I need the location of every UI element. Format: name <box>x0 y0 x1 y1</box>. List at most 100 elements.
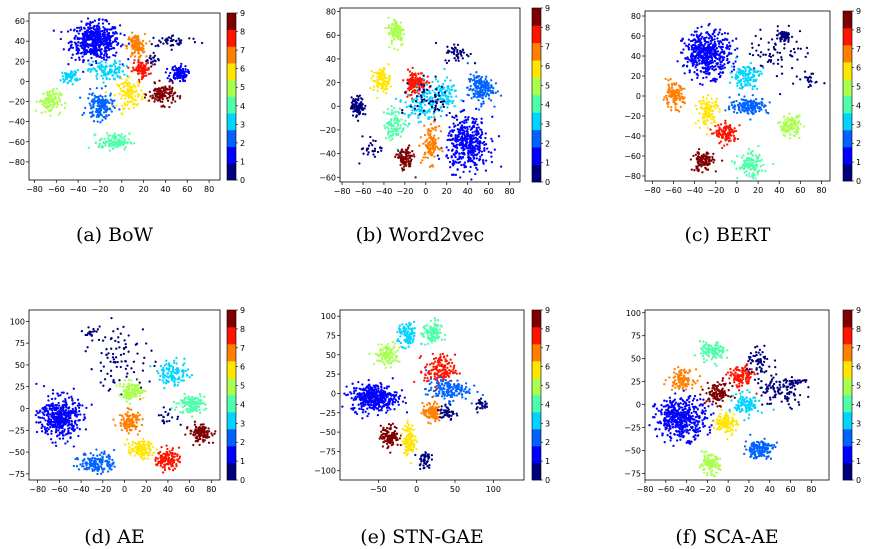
scatter-point <box>710 113 713 116</box>
scatter-point <box>679 105 682 109</box>
scatter-point <box>82 26 86 30</box>
scatter-point <box>378 76 381 79</box>
scatter-point <box>456 123 460 127</box>
scatter-point <box>52 93 55 96</box>
scatter-point <box>473 78 476 82</box>
scatter-point <box>476 91 480 94</box>
scatter-point <box>80 20 83 23</box>
scatter-point <box>100 60 103 63</box>
scatter-point <box>143 32 146 36</box>
scatter-point <box>417 121 420 124</box>
scatter-point <box>90 33 93 36</box>
scatter-point <box>465 121 468 124</box>
scatter-point <box>456 50 459 54</box>
scatter-point <box>43 104 46 108</box>
scatter-point <box>466 137 470 141</box>
scatter-point <box>749 118 752 121</box>
scatter-point <box>107 101 111 104</box>
scatter-point <box>431 103 435 106</box>
scatter-point <box>169 78 172 81</box>
scatter-point <box>446 138 449 142</box>
scatter-point <box>666 105 670 108</box>
scatter-points <box>349 16 503 181</box>
scatter-point <box>84 106 87 110</box>
scatter-point <box>447 49 450 52</box>
scatter-point <box>127 138 130 141</box>
scatter-point <box>398 107 402 110</box>
scatter-point <box>422 142 425 145</box>
scatter-point <box>125 44 129 48</box>
scatter-point <box>89 68 92 71</box>
scatter-point <box>82 59 86 62</box>
scatter-point <box>120 133 123 136</box>
scatter-point <box>436 80 440 83</box>
scatter-point <box>125 65 129 68</box>
scatter-point <box>701 83 704 86</box>
scatter-point <box>121 70 124 73</box>
scatter-point <box>695 108 699 111</box>
scatter-point <box>104 144 107 147</box>
scatter-point <box>113 94 116 97</box>
scatter-point <box>784 118 787 121</box>
scatter-point <box>692 50 695 54</box>
scatter-point <box>713 105 716 108</box>
scatter-point <box>350 104 354 107</box>
scatter-panel: −80 −60 −40 −20 0 20 40 60 80−80−60−40−200204060… <box>8 9 245 246</box>
scatter-point <box>168 85 171 88</box>
scatter-point <box>454 89 457 92</box>
scatter-point <box>40 111 43 114</box>
scatter-point <box>445 61 449 65</box>
scatter-point <box>723 31 727 35</box>
scatter-point <box>805 46 809 50</box>
scatter-point <box>108 48 111 51</box>
scatter-point <box>462 170 465 174</box>
scatter-point <box>465 141 469 144</box>
scatter-point <box>748 52 752 56</box>
scatter-point <box>713 121 716 124</box>
scatter-point <box>400 39 403 42</box>
scatter-point <box>358 94 362 97</box>
scatter-point <box>88 111 92 114</box>
scatter-point <box>728 124 731 128</box>
scatter-point <box>444 79 447 82</box>
scatter-point <box>396 117 399 120</box>
scatter-point <box>351 114 355 117</box>
scatter-point <box>95 108 99 111</box>
scatter-point <box>134 68 137 72</box>
scatter-point <box>390 42 393 45</box>
scatter-point <box>160 105 164 108</box>
scatter-point <box>95 74 98 78</box>
scatter-point <box>361 108 364 112</box>
scatter-point <box>136 72 140 75</box>
scatter-point <box>468 79 472 83</box>
scatter-point <box>479 128 482 131</box>
scatter-point <box>433 91 436 94</box>
scatter-point <box>722 56 725 59</box>
scatter-point <box>384 76 387 80</box>
scatter-point <box>93 68 97 71</box>
scatter-point <box>84 52 87 55</box>
scatter-point <box>738 73 742 76</box>
scatter-point <box>743 110 746 113</box>
scatter-point <box>702 120 706 123</box>
scatter-point <box>390 127 394 130</box>
scatter-point <box>85 33 88 37</box>
colorbar-tick-label: 0 <box>240 176 245 185</box>
scatter-point <box>64 75 68 79</box>
scatter-point <box>132 36 135 40</box>
scatter-point <box>353 100 356 103</box>
scatter-point <box>94 45 97 49</box>
scatter-point <box>459 52 463 56</box>
scatter-point <box>87 43 90 46</box>
scatter-point <box>746 81 749 84</box>
scatter-point <box>737 93 741 96</box>
scatter-point <box>718 110 721 114</box>
scatter-point <box>117 84 121 87</box>
scatter-point <box>774 43 777 46</box>
scatter-point <box>716 37 719 40</box>
scatter-point <box>748 172 751 175</box>
colorbar-tick-label: 9 <box>240 9 245 18</box>
scatter-point <box>74 72 77 75</box>
scatter-point <box>170 101 173 104</box>
scatter-point <box>717 45 721 48</box>
